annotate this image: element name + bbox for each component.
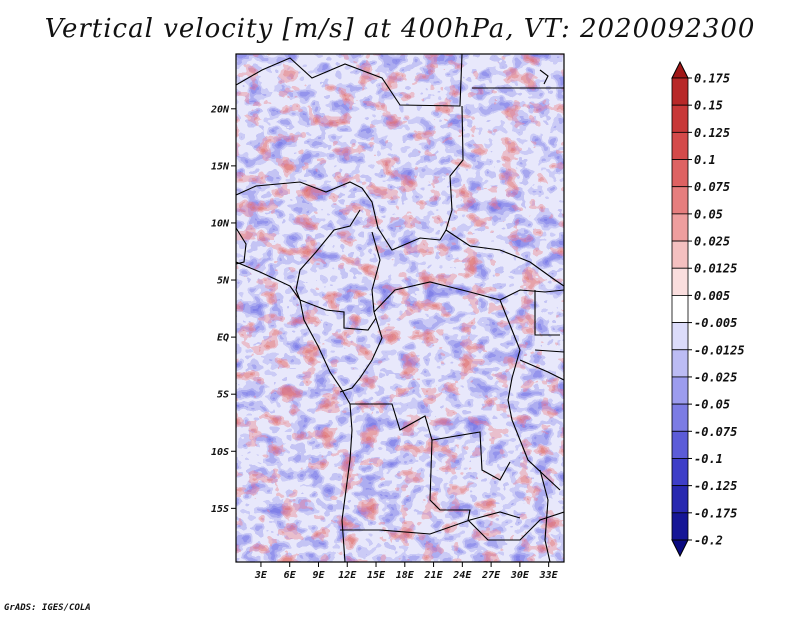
lon-tick-label: 18E — [396, 570, 415, 581]
longitude-axis: 3E 6E 9E 12E 15E 18E 21E 24E 27E 30E 33E — [254, 562, 559, 581]
colorbar-cell — [671, 403, 689, 432]
lat-tick-label: 5S — [217, 390, 229, 401]
colorbar-cell — [671, 213, 689, 242]
latitude-axis: 20N 15N 10N 5N EQ 5S 10S 15S — [210, 104, 236, 515]
colorbar-label: 0.025 — [694, 235, 730, 249]
border-congo-drc — [339, 311, 383, 393]
colorbar-cell — [671, 77, 689, 106]
colorbar-label: 0.1 — [694, 153, 716, 167]
border-car-congo — [373, 281, 564, 313]
colorbar-label: -0.005 — [694, 316, 737, 330]
colorbar-cell — [671, 186, 689, 215]
border-angola-namibia — [340, 511, 521, 535]
lon-tick-label: 33E — [539, 570, 559, 581]
colorbar-cell — [671, 458, 689, 487]
colorbar-label: 0.15 — [694, 99, 723, 113]
country-borders — [236, 54, 564, 562]
lon-tick-label: 6E — [284, 570, 297, 581]
border-mozambique — [539, 469, 551, 562]
colorbar-cell — [671, 430, 689, 459]
colorbar-cell — [671, 485, 689, 514]
vertical-velocity-field — [236, 54, 564, 562]
colorbar-label: -0.1 — [694, 452, 723, 466]
colorbar-label: 0.075 — [694, 180, 730, 194]
lat-tick-label: 15S — [211, 504, 229, 515]
border-angola-zambia — [429, 439, 471, 521]
lat-tick-label: 20N — [210, 104, 230, 115]
colorbar-label: 0.05 — [694, 207, 723, 221]
coastline-west — [236, 261, 353, 562]
colorbar-top-arrow — [671, 60, 689, 79]
colorbar-label: -0.125 — [694, 479, 737, 493]
colorbar-cell — [671, 159, 689, 188]
border-east-lakes — [499, 299, 561, 491]
colorbar-label: -0.2 — [694, 534, 723, 548]
colorbar-cell — [671, 349, 689, 378]
lon-tick-label: 24E — [452, 570, 472, 581]
colorbar-cell — [671, 322, 689, 351]
colorbar-label: -0.0125 — [694, 343, 745, 357]
grads-credit: GrADS: IGES/COLA — [4, 603, 91, 613]
lon-tick-label: 9E — [312, 570, 325, 581]
lat-tick-label: 10S — [211, 447, 229, 458]
border-zambia-south — [467, 511, 564, 541]
lon-tick-label: 21E — [424, 570, 444, 581]
lon-tick-label: 27E — [481, 570, 501, 581]
colorbar-label: -0.175 — [694, 506, 737, 520]
border-tanzania — [519, 359, 564, 381]
colorbar-label: -0.075 — [694, 425, 737, 439]
lon-tick-label: 30E — [510, 570, 530, 581]
coastline-redsea — [539, 69, 549, 85]
colorbar-label: 0.005 — [694, 289, 730, 303]
map-plot-area — [235, 53, 565, 563]
border-cameroon-car — [371, 231, 381, 313]
colorbar-cell — [671, 376, 689, 405]
border-west-coast — [236, 227, 247, 265]
lon-tick-label: 15E — [367, 570, 386, 581]
lon-tick-label: 3E — [254, 570, 268, 581]
colorbar-cell — [671, 104, 689, 133]
lat-tick-label: 10N — [211, 218, 230, 229]
colorbar-cell — [671, 267, 689, 296]
colorbar-cell — [671, 131, 689, 160]
colorbar-label: -0.025 — [694, 370, 737, 384]
colorbar-label: 0.0125 — [694, 262, 737, 276]
border-niger-nigeria — [236, 181, 363, 196]
lat-tick-label: 15N — [211, 161, 230, 172]
lat-tick-label: 5N — [217, 276, 230, 287]
colorbar-cell — [671, 295, 689, 323]
border-libya-niger — [236, 54, 463, 107]
colorbar: 0.175 0.15 0.125 0.1 0.075 0.05 0.025 0.0125 0.0… — [671, 60, 745, 558]
colorbar-cell — [671, 240, 689, 269]
border-gabon — [299, 299, 377, 331]
chart-title: Vertical velocity [m/s] at 400hPa, VT: 2… — [44, 14, 756, 44]
border-sudan-south — [445, 229, 564, 287]
colorbar-label: 0.175 — [694, 72, 730, 86]
border-chad-car — [361, 187, 441, 251]
border-nigeria-cameroon — [295, 209, 361, 301]
lat-tick-label: EQ — [217, 333, 229, 344]
border-kenya-uganda — [534, 290, 564, 353]
lon-tick-label: 12E — [338, 570, 357, 581]
border-chad-sudan — [439, 105, 464, 241]
colorbar-cell — [671, 512, 689, 541]
colorbar-bottom-arrow — [671, 539, 689, 558]
colorbar-label: -0.05 — [694, 398, 730, 412]
colorbar-label: 0.125 — [694, 126, 730, 140]
map-frame — [235, 53, 565, 563]
